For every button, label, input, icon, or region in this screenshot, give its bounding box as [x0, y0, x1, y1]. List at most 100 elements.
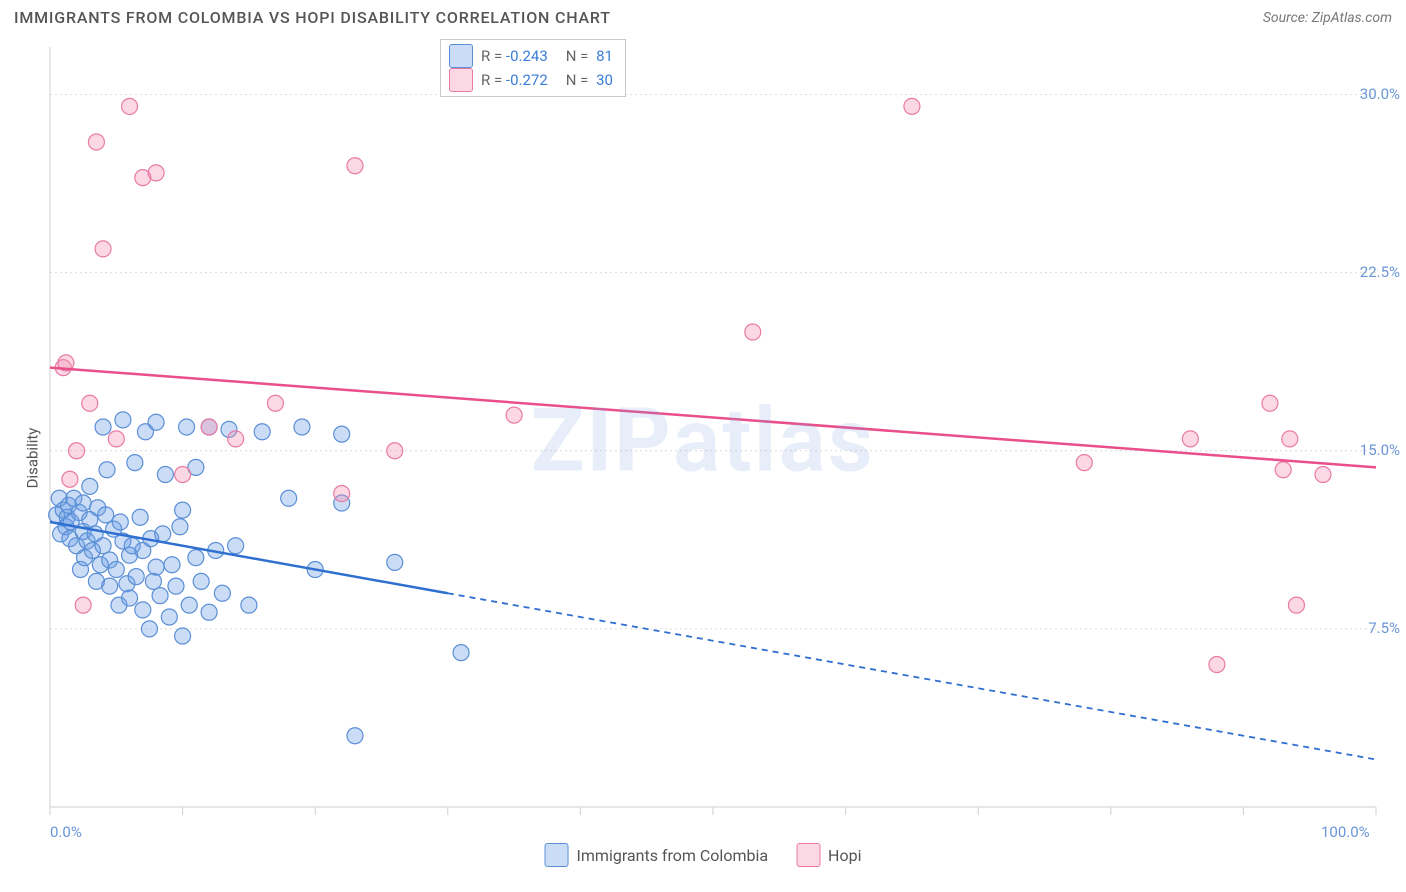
legend-label: Immigrants from Colombia: [577, 846, 769, 865]
header-bar: IMMIGRANTS FROM COLOMBIA VS HOPI DISABIL…: [0, 0, 1406, 37]
data-point: [127, 455, 143, 471]
legend-swatch: [449, 44, 473, 68]
data-point: [334, 426, 350, 442]
data-point: [69, 443, 85, 459]
data-point: [132, 509, 148, 525]
data-point: [1288, 597, 1304, 613]
stats-legend-row: R = -0.272 N = 30: [449, 68, 613, 92]
data-point: [453, 645, 469, 661]
data-point: [201, 419, 217, 435]
data-point: [228, 538, 244, 554]
stat-n: N = 81: [566, 47, 613, 65]
data-point: [745, 324, 761, 340]
data-point: [148, 559, 164, 575]
data-point: [145, 573, 161, 589]
data-point: [1262, 395, 1278, 411]
data-point: [141, 621, 157, 637]
data-point: [179, 419, 195, 435]
data-point: [98, 507, 114, 523]
data-point: [1315, 467, 1331, 483]
y-axis-label: Disability: [23, 428, 41, 489]
stats-legend-row: R = -0.243 N = 81: [449, 44, 613, 68]
data-point: [1282, 431, 1298, 447]
data-point: [168, 578, 184, 594]
data-point: [1182, 431, 1198, 447]
data-point: [214, 585, 230, 601]
data-point: [128, 569, 144, 585]
data-point: [164, 557, 180, 573]
data-point: [175, 502, 191, 518]
data-point: [88, 134, 104, 150]
source-prefix: Source:: [1263, 10, 1312, 26]
data-point: [904, 98, 920, 114]
data-point: [241, 597, 257, 613]
stat-r: R = -0.243: [481, 47, 548, 65]
data-point: [172, 519, 188, 535]
stat-r: R = -0.272: [481, 71, 548, 89]
data-point: [347, 728, 363, 744]
data-point: [387, 554, 403, 570]
scatter-chart: [0, 37, 1406, 879]
data-point: [201, 604, 217, 620]
data-point: [254, 424, 270, 440]
y-tick-label: 15.0%: [1360, 441, 1400, 459]
data-point: [122, 590, 138, 606]
legend-item: Hopi: [796, 843, 861, 867]
data-point: [334, 486, 350, 502]
trend-line-extrapolated: [448, 593, 1376, 759]
data-point: [1209, 657, 1225, 673]
data-point: [95, 538, 111, 554]
stat-n: N = 30: [566, 71, 613, 89]
data-point: [115, 412, 131, 428]
data-point: [175, 467, 191, 483]
data-point: [75, 597, 91, 613]
data-point: [112, 514, 128, 530]
data-point: [193, 573, 209, 589]
y-tick-label: 22.5%: [1360, 263, 1400, 281]
y-tick-label: 7.5%: [1368, 619, 1400, 637]
series-legend: Immigrants from Colombia Hopi: [545, 843, 862, 867]
data-point: [99, 462, 115, 478]
data-point: [95, 241, 111, 257]
data-point: [95, 419, 111, 435]
y-tick-label: 30.0%: [1360, 85, 1400, 103]
data-point: [75, 495, 91, 511]
data-point: [1275, 462, 1291, 478]
data-point: [82, 395, 98, 411]
data-point: [188, 550, 204, 566]
data-point: [294, 419, 310, 435]
legend-label: Hopi: [828, 846, 861, 865]
data-point: [155, 526, 171, 542]
data-point: [62, 471, 78, 487]
data-point: [157, 467, 173, 483]
data-point: [108, 431, 124, 447]
data-point: [82, 478, 98, 494]
x-tick-label: 0.0%: [50, 823, 82, 841]
source-link[interactable]: ZipAtlas.com: [1312, 10, 1392, 26]
data-point: [152, 588, 168, 604]
data-point: [281, 490, 297, 506]
data-point: [102, 578, 118, 594]
data-point: [161, 609, 177, 625]
x-tick-label: 100.0%: [1321, 823, 1370, 841]
legend-item: Immigrants from Colombia: [545, 843, 769, 867]
trend-line: [50, 368, 1376, 468]
data-point: [148, 414, 164, 430]
data-point: [506, 407, 522, 423]
data-point: [387, 443, 403, 459]
source-credit: Source: ZipAtlas.com: [1263, 10, 1392, 26]
data-point: [181, 597, 197, 613]
legend-swatch: [545, 843, 569, 867]
stats-legend: R = -0.243 N = 81 R = -0.272 N = 30: [440, 39, 626, 97]
data-point: [122, 98, 138, 114]
data-point: [347, 158, 363, 174]
data-point: [228, 431, 244, 447]
chart-container: ZIPatlas Disability R = -0.243N = 81R = …: [0, 37, 1406, 879]
data-point: [148, 165, 164, 181]
legend-swatch: [796, 843, 820, 867]
data-point: [135, 602, 151, 618]
data-point: [1076, 455, 1092, 471]
data-point: [175, 628, 191, 644]
legend-swatch: [449, 68, 473, 92]
data-point: [267, 395, 283, 411]
